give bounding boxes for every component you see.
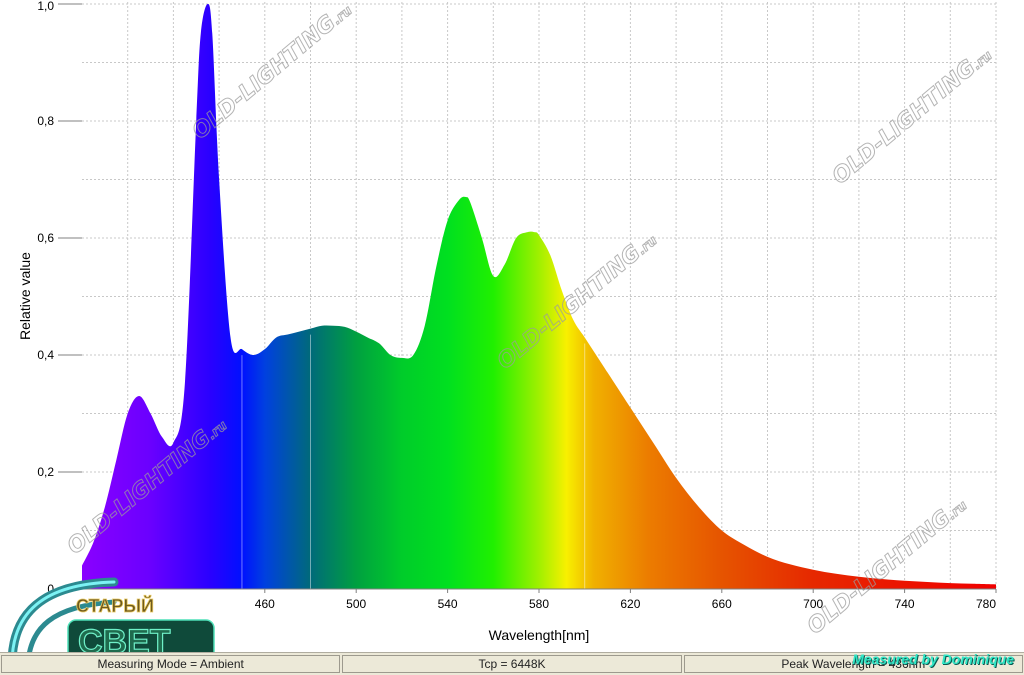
x-tick-label: 700: [803, 597, 823, 611]
x-tick-label: 580: [529, 597, 549, 611]
spectrum-chart: 460 500 540 580 620 660 700 740 780 0 0,2 0,4 0,6 0,…: [17, 0, 997, 643]
credit-text: Measured by Dominique: [852, 651, 1014, 667]
spectrum-inner-lines: [241, 334, 586, 589]
x-tick-label: 780: [976, 597, 996, 611]
y-tick-labels: 0 0,2 0,4 0,6 0,8 1,0: [37, 0, 82, 596]
x-tick-label: 500: [346, 597, 366, 611]
x-tick-label: 740: [895, 597, 915, 611]
x-tick-label: 620: [620, 597, 640, 611]
x-tick-label: 460: [255, 597, 275, 611]
status-peak-wavelength: Peak Wavelength = 436nm: [683, 655, 1023, 673]
y-tick-label: 0,4: [37, 348, 54, 362]
y-tick-label: 0,2: [37, 465, 54, 479]
spectrum-area: [82, 4, 996, 589]
x-axis-title: Wavelength[nm]: [489, 627, 590, 643]
x-tick-label: 660: [712, 597, 732, 611]
status-tcp: Tcp = 6448K: [342, 655, 682, 673]
y-tick-label: 1,0: [37, 0, 54, 13]
y-tick-label: 0,8: [37, 114, 54, 128]
status-bar: Measuring Mode = Ambient Tcp = 6448K Pea…: [0, 652, 1024, 675]
x-tick-label: 540: [438, 597, 458, 611]
y-tick-label: 0,6: [37, 231, 54, 245]
logo-top-text: СТАРЫЙ: [76, 595, 154, 616]
y-axis-title: Relative value: [17, 252, 33, 340]
y-tick-label: 0: [47, 582, 54, 596]
status-measuring-mode: Measuring Mode = Ambient: [1, 655, 341, 673]
x-tick-labels: 460 500 540 580 620 660 700 740 780: [255, 589, 997, 611]
